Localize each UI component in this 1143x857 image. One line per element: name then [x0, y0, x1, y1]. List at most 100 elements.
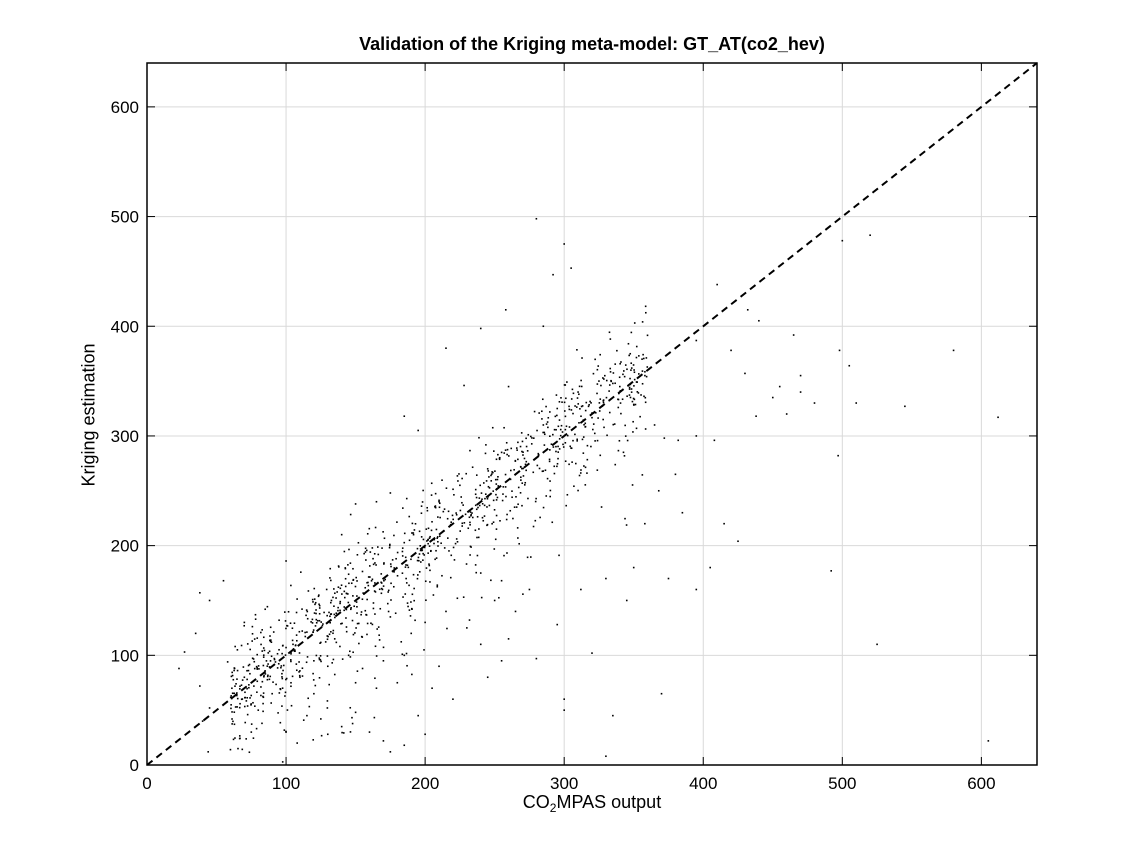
data-point — [236, 706, 238, 708]
data-point — [279, 688, 282, 690]
x-axis-label: CO2MPAS output — [147, 792, 1037, 814]
data-point — [605, 577, 607, 580]
data-point — [537, 452, 540, 455]
data-point — [505, 495, 507, 498]
data-point — [383, 537, 386, 540]
data-point — [453, 494, 455, 496]
data-point — [436, 537, 439, 539]
data-point — [252, 737, 255, 739]
data-point — [618, 376, 621, 379]
data-point — [243, 676, 246, 679]
data-point — [277, 712, 279, 714]
data-point — [326, 665, 329, 668]
data-point — [422, 552, 424, 555]
data-point — [455, 513, 458, 516]
data-point — [236, 649, 239, 651]
data-point — [542, 325, 545, 328]
data-point — [320, 734, 323, 737]
data-point — [405, 577, 407, 580]
data-point — [298, 674, 301, 677]
data-point — [270, 655, 273, 658]
data-point — [441, 574, 443, 577]
data-point — [341, 622, 343, 625]
data-point — [357, 622, 360, 625]
data-point — [252, 658, 255, 660]
chart-title: Validation of the Kriging meta-model: GT… — [359, 34, 825, 54]
data-point — [298, 652, 301, 654]
data-point — [250, 723, 253, 725]
data-point — [424, 733, 426, 736]
data-point — [428, 537, 431, 539]
data-point — [254, 613, 257, 616]
data-point — [256, 668, 259, 670]
data-point — [311, 618, 314, 621]
data-point — [532, 471, 535, 474]
data-point — [545, 405, 547, 408]
data-point — [246, 687, 248, 690]
data-point — [612, 714, 614, 717]
data-point — [290, 660, 292, 663]
data-point — [308, 705, 311, 708]
data-point — [234, 737, 236, 739]
data-point — [254, 705, 256, 707]
data-point — [511, 496, 513, 499]
data-point — [393, 534, 395, 537]
data-point — [598, 380, 600, 382]
data-point — [528, 588, 531, 591]
data-point — [296, 742, 298, 744]
data-point — [250, 704, 252, 706]
data-point — [445, 610, 447, 613]
data-point — [590, 445, 592, 448]
data-point — [232, 738, 235, 741]
data-point — [413, 529, 416, 531]
data-point — [633, 385, 635, 387]
data-point — [599, 353, 601, 356]
data-point — [519, 445, 522, 448]
data-point — [564, 460, 567, 463]
data-point — [244, 721, 247, 724]
data-point — [587, 405, 590, 408]
data-point — [438, 500, 440, 503]
y-tick-label: 0 — [130, 756, 139, 775]
data-point — [318, 676, 321, 679]
data-point — [403, 744, 406, 747]
data-point — [592, 423, 595, 425]
data-point — [522, 454, 524, 456]
data-point — [614, 382, 616, 385]
data-point — [334, 592, 336, 595]
data-point — [536, 464, 539, 467]
data-point — [642, 357, 645, 360]
data-point — [348, 650, 351, 653]
data-point — [608, 411, 611, 414]
y-tick-label: 600 — [111, 98, 139, 117]
data-point — [646, 334, 649, 337]
data-point — [506, 513, 508, 516]
data-point — [262, 656, 265, 658]
data-point — [329, 567, 332, 570]
data-point — [244, 696, 246, 699]
data-point — [643, 395, 645, 398]
data-point — [295, 611, 298, 614]
data-point — [495, 528, 498, 530]
data-point — [367, 576, 370, 578]
data-point — [433, 542, 435, 545]
data-point — [596, 439, 599, 442]
data-point — [294, 650, 296, 652]
data-point — [268, 650, 271, 653]
data-point — [389, 543, 391, 546]
data-point — [371, 578, 374, 581]
data-point — [580, 415, 582, 418]
data-point — [904, 405, 906, 408]
data-point — [513, 506, 516, 508]
data-point — [628, 394, 631, 396]
data-point — [307, 697, 309, 700]
data-point — [597, 365, 600, 367]
data-point — [462, 504, 464, 506]
data-point — [681, 511, 684, 514]
data-point — [470, 514, 472, 517]
data-point — [617, 449, 620, 452]
data-point — [541, 418, 543, 420]
data-point — [758, 319, 760, 322]
data-point — [438, 665, 440, 668]
data-point — [492, 490, 495, 492]
